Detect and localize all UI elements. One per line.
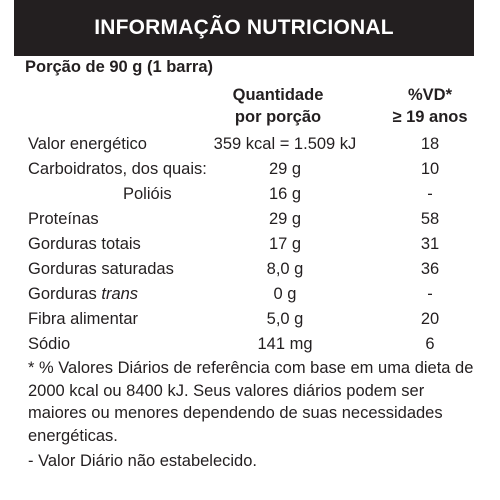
quantity-header-line1: Quantidade (232, 86, 324, 104)
vd-column-header: %VD* ≥ 19 anos (384, 84, 476, 128)
nutrient-name: Valor energético (28, 135, 147, 153)
nutrient-quantity: 5,0 g (266, 310, 304, 328)
nutrient-name: Gorduras saturadas (28, 260, 174, 278)
quantity-header-line2: por porção (234, 108, 322, 126)
table-row: Gorduras trans 0 g - (0, 282, 500, 307)
serving-size: Porção de 90 g (1 barra) (25, 58, 213, 76)
nutrient-vd: 36 (420, 260, 440, 278)
table-row: Valor energético 359 kcal = 1.509 kJ 18 (0, 132, 500, 157)
table-row: Gorduras saturadas 8,0 g 36 (0, 257, 500, 282)
nutrient-quantity: 141 mg (257, 335, 313, 353)
table-row: Gorduras totais 17 g 31 (0, 232, 500, 257)
nutrient-quantity: 29 g (268, 160, 302, 178)
nutrient-vd: 20 (420, 310, 440, 328)
nutrient-name: Polióis (123, 185, 172, 203)
table-row: Proteínas 29 g 58 (0, 207, 500, 232)
vd-header-line1: %VD* (407, 86, 452, 104)
nutrient-name-prefix: Gorduras (28, 285, 102, 303)
table-row: Carboidratos, dos quais: 29 g 10 (0, 157, 500, 182)
nutrient-vd: - (427, 185, 433, 203)
quantity-column-header: Quantidade por porção (210, 84, 346, 128)
table-row: Polióis 16 g - (0, 182, 500, 207)
table-row: Fibra alimentar 5,0 g 20 (0, 307, 500, 332)
nutrient-vd: 10 (420, 160, 440, 178)
nutrient-quantity: 359 kcal = 1.509 kJ (213, 135, 357, 153)
daily-values-footnote: * % Valores Diários de referência com ba… (28, 359, 474, 445)
table-title-bar: INFORMAÇÃO NUTRICIONAL (14, 0, 474, 56)
nutrient-name: Proteínas (28, 210, 99, 228)
nutrient-name-italic: trans (101, 285, 139, 303)
nutrient-quantity: 16 g (268, 185, 302, 203)
nutrient-vd: 31 (420, 235, 440, 253)
table-row: Sódio 141 mg 6 (0, 332, 500, 357)
nutrient-table: Valor energético 359 kcal = 1.509 kJ 18 … (0, 132, 500, 357)
nutrient-vd: 6 (425, 335, 435, 353)
nutrient-quantity: 17 g (268, 235, 302, 253)
nutrient-name: Sódio (28, 335, 71, 353)
nutrient-vd: 18 (420, 135, 440, 153)
nutrient-name: Carboidratos, dos quais: (28, 160, 207, 178)
nutrient-name: Fibra alimentar (28, 310, 139, 328)
nutrient-vd: - (427, 285, 433, 303)
vd-header-line2: ≥ 19 anos (392, 108, 468, 126)
nutrient-quantity: 0 g (273, 285, 297, 303)
nutrient-quantity: 29 g (268, 210, 302, 228)
nutrient-name: Gorduras trans (28, 282, 138, 307)
nutrient-quantity: 8,0 g (266, 260, 304, 278)
not-established-note: - Valor Diário não estabelecido. (28, 452, 257, 470)
nutrient-name: Gorduras totais (28, 235, 141, 253)
nutrient-vd: 58 (420, 210, 440, 228)
table-title: INFORMAÇÃO NUTRICIONAL (94, 16, 394, 39)
